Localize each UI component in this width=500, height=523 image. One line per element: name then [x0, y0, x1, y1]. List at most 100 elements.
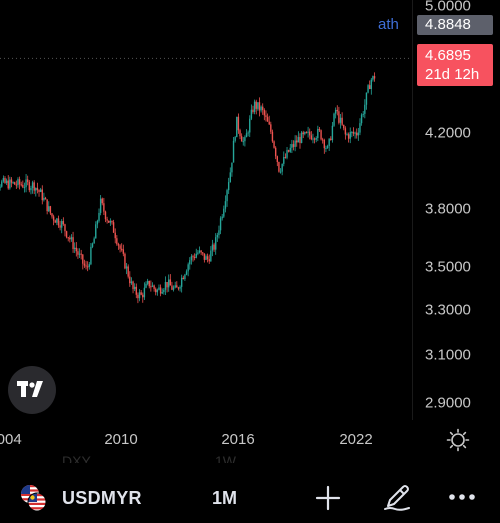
- candle: [129, 271, 131, 287]
- candle: [159, 284, 162, 297]
- candle: [227, 177, 230, 194]
- candle: [317, 125, 319, 142]
- sun-settings-icon[interactable]: [446, 428, 470, 452]
- candle: [240, 133, 243, 142]
- candle: [300, 130, 303, 144]
- candle: [106, 216, 108, 224]
- candle: [242, 137, 244, 146]
- candle: [95, 221, 97, 239]
- candle: [325, 145, 327, 153]
- candle: [30, 185, 32, 195]
- y-tick-3800: 3.8000: [425, 200, 471, 218]
- plus-icon[interactable]: [314, 484, 342, 512]
- symbol-button[interactable]: USDMYR: [62, 488, 142, 508]
- candle: [292, 140, 295, 151]
- candle: [189, 257, 191, 270]
- candle: [365, 92, 368, 110]
- candle: [247, 130, 249, 137]
- us-my-flag-icon[interactable]: [20, 484, 48, 512]
- candle: [219, 216, 222, 235]
- candle: [338, 106, 340, 125]
- y-tick-4200: 4.2000: [425, 124, 471, 142]
- candle: [57, 215, 60, 228]
- candle: [164, 276, 167, 296]
- y-tick-5000: 5.0000: [425, 0, 471, 15]
- candle: [163, 288, 165, 295]
- last-price-tag: 4.6895 21d 12h: [417, 44, 493, 86]
- candle: [111, 220, 113, 225]
- candle: [286, 146, 288, 160]
- candle: [258, 97, 261, 117]
- candle: [166, 281, 168, 293]
- candle: [362, 111, 364, 118]
- chart-area[interactable]: 5.0000 4.2000 3.8000 3.5000 3.3000 3.100…: [0, 0, 500, 460]
- candle: [185, 269, 188, 276]
- tradingview-logo-icon[interactable]: [8, 366, 56, 414]
- candle: [69, 235, 71, 243]
- candle: [198, 246, 201, 254]
- candle: [299, 133, 301, 149]
- candle: [252, 105, 254, 114]
- candle: [26, 175, 29, 186]
- candle: [352, 127, 355, 137]
- candle: [205, 254, 207, 261]
- candle: [156, 288, 159, 296]
- candle: [62, 217, 65, 226]
- candle: [83, 259, 86, 268]
- candle: [130, 277, 133, 285]
- candle: [250, 104, 253, 121]
- candle: [86, 261, 89, 272]
- bottom-toolbar: USDMYR 1M: [0, 463, 500, 523]
- x-tick-2016: 2016: [221, 431, 255, 448]
- bar-countdown: 21d 12h: [425, 66, 480, 83]
- candle: [320, 129, 322, 141]
- candle: [31, 180, 34, 194]
- candle: [231, 162, 233, 177]
- candle: [104, 210, 107, 223]
- candle: [28, 180, 31, 193]
- candle: [121, 243, 123, 252]
- candle: [276, 155, 278, 167]
- candle: [278, 161, 280, 173]
- candle: [132, 280, 134, 294]
- x-tick-2022: 2022: [339, 431, 373, 448]
- interval-button[interactable]: 1M: [212, 488, 238, 508]
- price-chart[interactable]: [0, 0, 500, 460]
- candle: [122, 244, 125, 257]
- candle: [140, 290, 142, 296]
- candle: [114, 228, 116, 244]
- candle: [330, 136, 332, 141]
- candle: [294, 135, 296, 152]
- candle: [17, 177, 19, 188]
- candle: [33, 180, 35, 195]
- candle: [22, 180, 24, 189]
- candle: [78, 248, 81, 258]
- candle: [48, 201, 50, 212]
- candle: [174, 281, 176, 289]
- more-dots-icon[interactable]: [448, 491, 476, 503]
- candle: [137, 292, 139, 304]
- pen-icon[interactable]: [382, 482, 412, 512]
- candle: [193, 253, 196, 261]
- candle: [312, 133, 314, 144]
- x-tick-2010: 2010: [104, 431, 138, 448]
- candle: [70, 234, 73, 242]
- candle: [296, 135, 298, 147]
- candle: [347, 132, 350, 143]
- candle: [0, 184, 1, 191]
- candle: [283, 151, 285, 167]
- candle: [370, 77, 373, 95]
- candle: [153, 284, 155, 292]
- candle: [197, 249, 199, 256]
- candle: [146, 278, 149, 286]
- candle: [273, 140, 275, 149]
- candle: [112, 219, 115, 233]
- candle: [318, 126, 321, 132]
- candle: [328, 138, 330, 151]
- candle: [64, 223, 66, 237]
- candle: [291, 139, 293, 154]
- candle: [284, 153, 287, 159]
- candle: [334, 107, 337, 119]
- candle: [274, 146, 277, 160]
- candle: [245, 129, 248, 138]
